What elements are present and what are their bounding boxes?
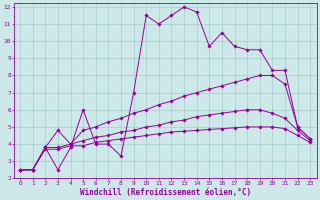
X-axis label: Windchill (Refroidissement éolien,°C): Windchill (Refroidissement éolien,°C) [80, 188, 251, 197]
